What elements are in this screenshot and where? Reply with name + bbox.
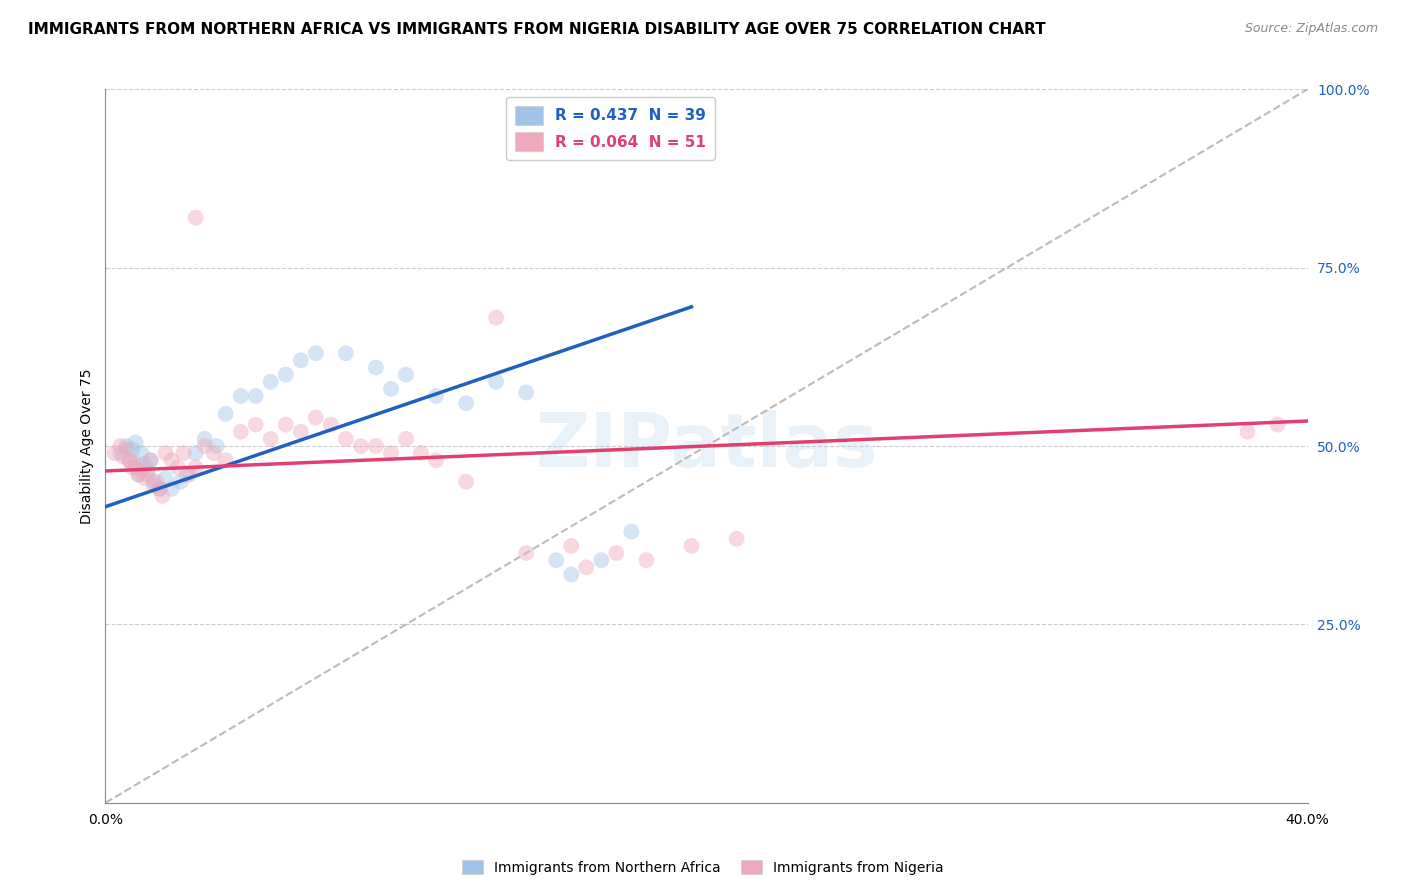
Point [319,417,342,432]
Point [124,457,146,471]
Point [118,453,141,467]
Point [155,471,177,485]
Point [160,453,183,467]
Point [184,460,207,475]
Point [124,435,146,450]
Point [335,346,357,360]
Point [620,524,643,539]
Point [121,442,143,457]
Point [194,439,217,453]
Point [139,453,162,467]
Point [305,410,328,425]
Point [364,360,387,375]
Point [179,467,201,482]
Point [636,553,658,567]
Point [128,467,150,482]
Point [121,460,143,475]
Point [515,385,537,400]
Point [128,467,150,482]
Point [380,382,402,396]
Point [131,446,153,460]
Point [136,467,159,482]
Point [560,539,582,553]
Point [214,407,236,421]
Point [229,389,252,403]
Point [245,417,267,432]
Point [124,460,146,475]
Point [160,482,183,496]
Point [245,389,267,403]
Point [305,346,328,360]
Point [110,446,132,460]
Point [350,439,373,453]
Point [148,482,170,496]
Point [274,417,297,432]
Point [112,450,135,464]
Point [152,489,174,503]
Point [290,425,312,439]
Point [131,464,153,478]
Point [136,464,159,478]
Point [134,457,156,471]
Point [725,532,748,546]
Point [425,453,447,467]
Point [115,439,138,453]
Point [1267,417,1289,432]
Point [166,460,188,475]
Point [134,471,156,485]
Point [229,425,252,439]
Point [485,375,508,389]
Point [194,432,217,446]
Text: Source: ZipAtlas.com: Source: ZipAtlas.com [1244,22,1378,36]
Text: IMMIGRANTS FROM NORTHERN AFRICA VS IMMIGRANTS FROM NIGERIA DISABILITY AGE OVER 7: IMMIGRANTS FROM NORTHERN AFRICA VS IMMIG… [28,22,1046,37]
Point [169,475,191,489]
Legend: R = 0.437  N = 39, R = 0.064  N = 51: R = 0.437 N = 39, R = 0.064 N = 51 [506,97,714,160]
Point [1236,425,1258,439]
Point [425,389,447,403]
Point [395,368,418,382]
Point [575,560,598,574]
Point [454,475,477,489]
Point [591,553,613,567]
Point [290,353,312,368]
Point [103,446,125,460]
Point [118,453,141,467]
Point [260,375,283,389]
Point [173,446,195,460]
Point [335,432,357,446]
Point [409,446,432,460]
Point [115,442,138,457]
Point [184,446,207,460]
Text: ZIPatlas: ZIPatlas [536,409,877,483]
Point [205,439,228,453]
Point [515,546,537,560]
Point [184,211,207,225]
Point [395,432,418,446]
Point [274,368,297,382]
Point [155,446,177,460]
Point [148,482,170,496]
Point [454,396,477,410]
Point [380,446,402,460]
Y-axis label: Disability Age Over 75: Disability Age Over 75 [80,368,94,524]
Point [605,546,627,560]
Point [260,432,283,446]
Point [110,439,132,453]
Point [142,478,165,492]
Point [560,567,582,582]
Point [145,475,167,489]
Point [214,453,236,467]
Point [176,467,198,482]
Point [142,475,165,489]
Point [681,539,703,553]
Point [364,439,387,453]
Legend: Immigrants from Northern Africa, Immigrants from Nigeria: Immigrants from Northern Africa, Immigra… [457,855,949,880]
Point [485,310,508,325]
Point [202,446,225,460]
Point [546,553,568,567]
Point [139,453,162,467]
